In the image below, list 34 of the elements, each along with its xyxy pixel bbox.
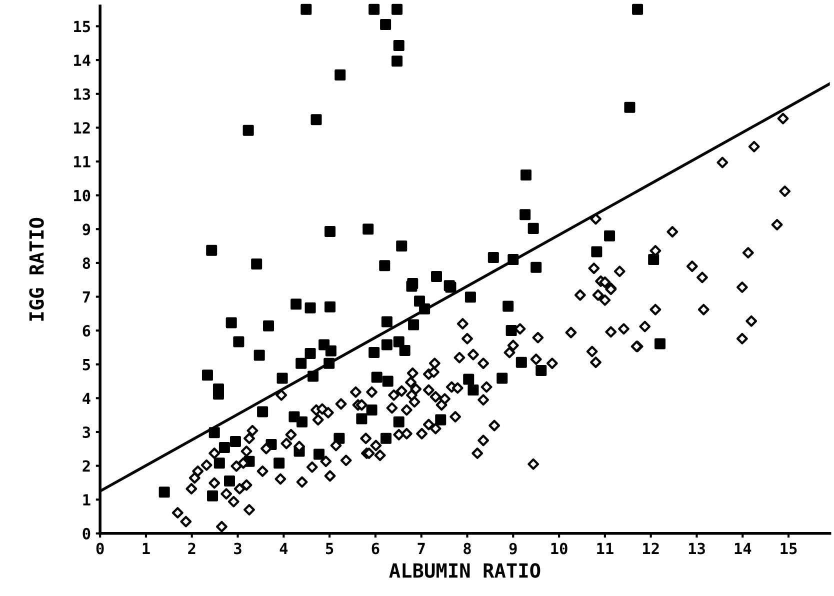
y-tick-label: 5 xyxy=(82,359,90,370)
y-tick-label: 0 xyxy=(82,528,90,540)
y-tick-label: 11 xyxy=(74,156,90,168)
x-tick-label: 10 xyxy=(551,542,568,554)
x-tick-label: 3 xyxy=(234,542,242,554)
y-tick-label: 7 xyxy=(82,291,90,303)
x-tick-label: 9 xyxy=(509,542,517,554)
x-tick-label: 7 xyxy=(418,542,425,554)
y-tick-label: 14 xyxy=(74,54,90,66)
x-tick-label: 2 xyxy=(188,542,196,554)
y-tick-label: 3 xyxy=(82,426,90,438)
x-tick-label: 4 xyxy=(280,542,288,554)
y-tick-label: 2 xyxy=(82,460,90,472)
y-tick-label: 12 xyxy=(74,122,90,134)
y-axis-title: IGG RATIO xyxy=(29,218,44,321)
x-axis-title: ALBUMIN RATIO xyxy=(389,563,540,578)
y-tick-label: 13 xyxy=(74,88,90,100)
y-tick-label: 1 xyxy=(83,494,90,506)
x-tick-label: 14 xyxy=(734,542,752,554)
x-tick-label: 6 xyxy=(372,542,380,554)
x-tick-label: 15 xyxy=(780,542,797,554)
x-tick-label: 13 xyxy=(688,542,705,554)
x-tick-label: 12 xyxy=(643,542,659,554)
x-tick-label: 5 xyxy=(326,542,334,554)
y-tick-label: 8 xyxy=(82,257,90,269)
x-tick-label: 8 xyxy=(464,542,471,554)
x-tick-label: 0 xyxy=(96,542,104,554)
x-tick-label: 1 xyxy=(142,542,150,554)
x-tick-label: 11 xyxy=(597,542,614,554)
y-tick-label: 15 xyxy=(74,20,90,32)
y-tick-label: 4 xyxy=(82,392,90,404)
y-tick-label: 6 xyxy=(82,325,90,337)
y-tick-label: 9 xyxy=(82,224,90,236)
y-tick-label: 10 xyxy=(74,190,90,202)
